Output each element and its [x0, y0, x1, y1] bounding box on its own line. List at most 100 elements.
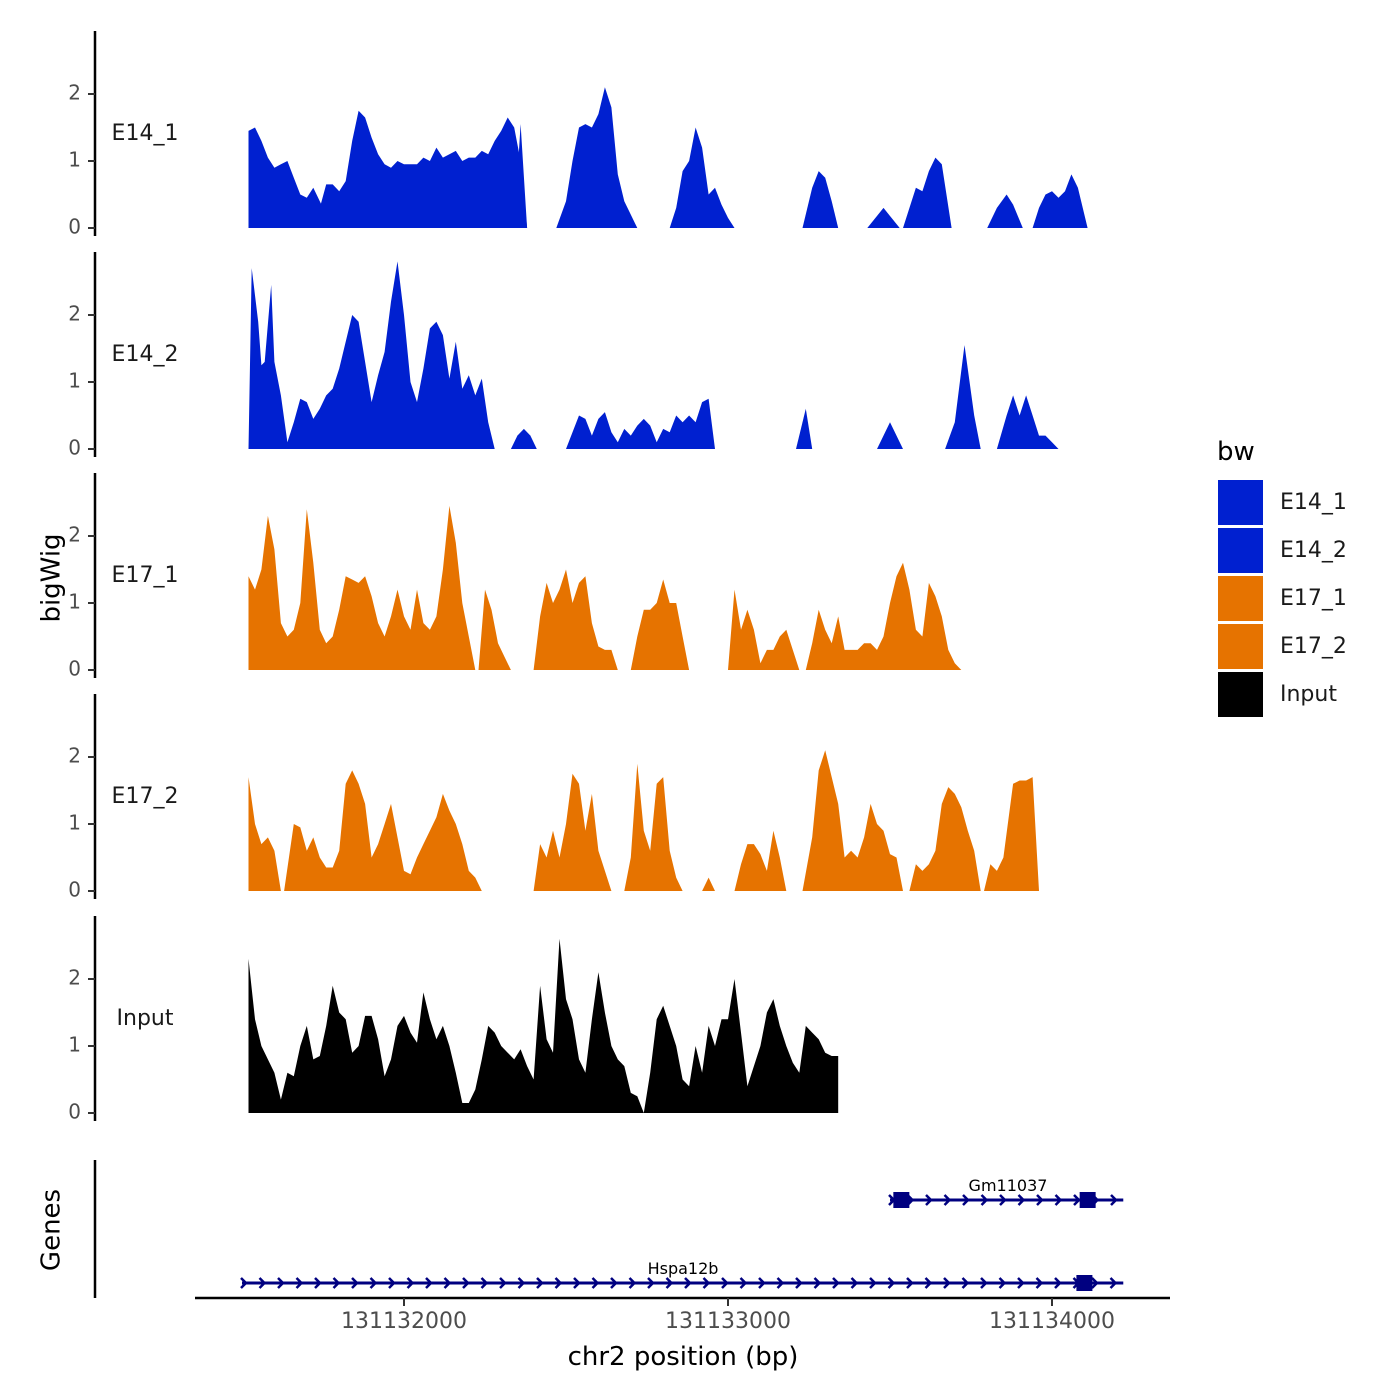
track-E14_1: 0 1 2 E14_1	[68, 31, 1088, 239]
signal-area-E17_2	[909, 787, 981, 891]
x-axis: 131132000 131133000 131134000	[195, 1296, 1170, 1334]
signal-area-Input	[248, 938, 839, 1113]
strand-arrow-icon	[258, 1277, 267, 1289]
signal-area-E14_1	[802, 171, 839, 228]
legend-title: bw	[1217, 437, 1255, 467]
signal-area-E17_2	[802, 750, 903, 891]
strand-arrow-icon	[240, 1277, 248, 1289]
exon-block	[1079, 1192, 1096, 1208]
strand-arrow-icon	[924, 1277, 933, 1289]
legend-swatch	[1218, 672, 1263, 717]
strand-arrow-icon	[536, 1277, 544, 1289]
strand-arrow-icon	[813, 1277, 822, 1289]
strand-arrow-icon	[1110, 1194, 1118, 1206]
legend-label: E14_2	[1280, 538, 1347, 563]
strand-arrow-icon	[980, 1194, 989, 1206]
strand-arrow-icon	[295, 1277, 304, 1289]
strand-arrow-icon	[1035, 1277, 1044, 1289]
signal-area-E17_2	[533, 773, 612, 891]
legend-label: Input	[1280, 682, 1337, 707]
y-tick-label: 1	[68, 148, 81, 172]
y-tick-label: 0	[68, 436, 81, 460]
legend-item-E17_1: E17_1	[1218, 576, 1347, 621]
y-tick-label: 2	[68, 966, 81, 990]
y-tick-label: 1	[68, 590, 81, 614]
signal-area-E17_2	[624, 763, 683, 891]
legend-item-E17_2: E17_2	[1218, 624, 1347, 669]
y-tick-label: 0	[68, 657, 81, 681]
signal-area-E17_2	[284, 770, 482, 891]
signal-area-E17_1	[630, 579, 690, 670]
strand-arrow-icon	[943, 1194, 952, 1206]
track-E17_1: 0 1 2 E17_1	[68, 473, 962, 681]
strand-arrow-icon	[1109, 1277, 1118, 1289]
y-axis-title: bigWig	[37, 533, 67, 622]
gene-Hspa12b: Hspa12b	[240, 1259, 1124, 1291]
signal-area-E17_2	[702, 877, 715, 891]
y-tick-label: 2	[68, 302, 81, 326]
strand-arrow-icon	[961, 1277, 970, 1289]
x-tick-label: 131132000	[341, 1309, 467, 1334]
strand-arrow-icon	[277, 1277, 285, 1289]
strand-arrow-icon	[573, 1277, 581, 1289]
bigwig-tracks: 0 1 2 E14_1 0 1 2 E14_2 0 1 2 E17_1 0 1 2 E17_2 0 1 2 Input	[68, 31, 1088, 1124]
strand-arrow-icon	[1036, 1194, 1044, 1206]
legend-swatch	[1218, 624, 1263, 669]
signal-area-E17_1	[478, 589, 511, 670]
y-tick-label: 2	[68, 81, 81, 105]
y-tick-label: 1	[68, 811, 81, 835]
strand-arrow-icon	[425, 1277, 433, 1289]
signal-area-E14_1	[1032, 174, 1088, 228]
strand-arrow-icon	[647, 1277, 655, 1289]
strand-arrow-icon	[332, 1277, 341, 1289]
strand-arrow-icon	[869, 1277, 877, 1289]
signal-area-E14_1	[867, 207, 900, 228]
legend-label: E17_2	[1280, 634, 1347, 659]
signal-area-E14_2	[566, 398, 715, 449]
signal-area-E17_1	[728, 589, 800, 670]
strand-arrow-icon	[702, 1277, 711, 1289]
strand-arrow-icon	[1054, 1194, 1063, 1206]
track-E17_2: 0 1 2 E17_2	[68, 694, 1039, 902]
signal-area-E14_2	[796, 408, 813, 449]
strand-arrow-icon	[443, 1277, 452, 1289]
track-Input: 0 1 2 Input	[68, 916, 839, 1124]
signal-area-E14_1	[903, 157, 952, 228]
x-axis-title: chr2 position (bp)	[568, 1342, 799, 1372]
genes-panel: Gm11037 Hspa12b	[93, 1160, 1124, 1298]
signal-area-E14_2	[945, 345, 981, 449]
legend-swatch	[1218, 528, 1263, 573]
y-tick-label: 0	[68, 1100, 81, 1124]
y-tick-label: 2	[68, 744, 81, 768]
legend-item-E14_1: E14_1	[1218, 480, 1347, 525]
gene-label: Hspa12b	[648, 1259, 719, 1278]
signal-area-E17_1	[805, 562, 962, 670]
exon-block	[893, 1192, 910, 1208]
track-label: E17_2	[112, 784, 179, 809]
signal-area-E14_2	[510, 428, 537, 449]
strand-arrow-icon	[721, 1277, 729, 1289]
strand-arrow-icon	[499, 1277, 507, 1289]
legend: bw E14_1 E14_2 E17_1 E17_2 Input	[1217, 437, 1347, 717]
track-label: Input	[117, 1006, 174, 1031]
legend-item-Input: Input	[1218, 672, 1337, 717]
signal-area-E14_2	[877, 422, 903, 449]
strand-arrow-icon	[628, 1277, 637, 1289]
signal-area-E14_2	[996, 395, 1059, 449]
strand-arrow-icon	[887, 1277, 896, 1289]
strand-arrow-icon	[998, 1277, 1007, 1289]
strand-arrow-icon	[1017, 1277, 1025, 1289]
signal-area-E14_2	[248, 261, 495, 449]
y-tick-label: 0	[68, 878, 81, 902]
legend-swatch	[1218, 576, 1263, 621]
strand-arrow-icon	[684, 1277, 692, 1289]
strand-arrow-icon	[795, 1277, 803, 1289]
signal-area-E14_1	[514, 124, 528, 228]
legend-item-E14_2: E14_2	[1218, 528, 1347, 573]
strand-arrow-icon	[480, 1277, 489, 1289]
track-label: E14_1	[112, 121, 179, 146]
signal-area-E17_1	[533, 569, 618, 670]
strand-arrow-icon	[832, 1277, 840, 1289]
exon-block	[1076, 1275, 1093, 1291]
